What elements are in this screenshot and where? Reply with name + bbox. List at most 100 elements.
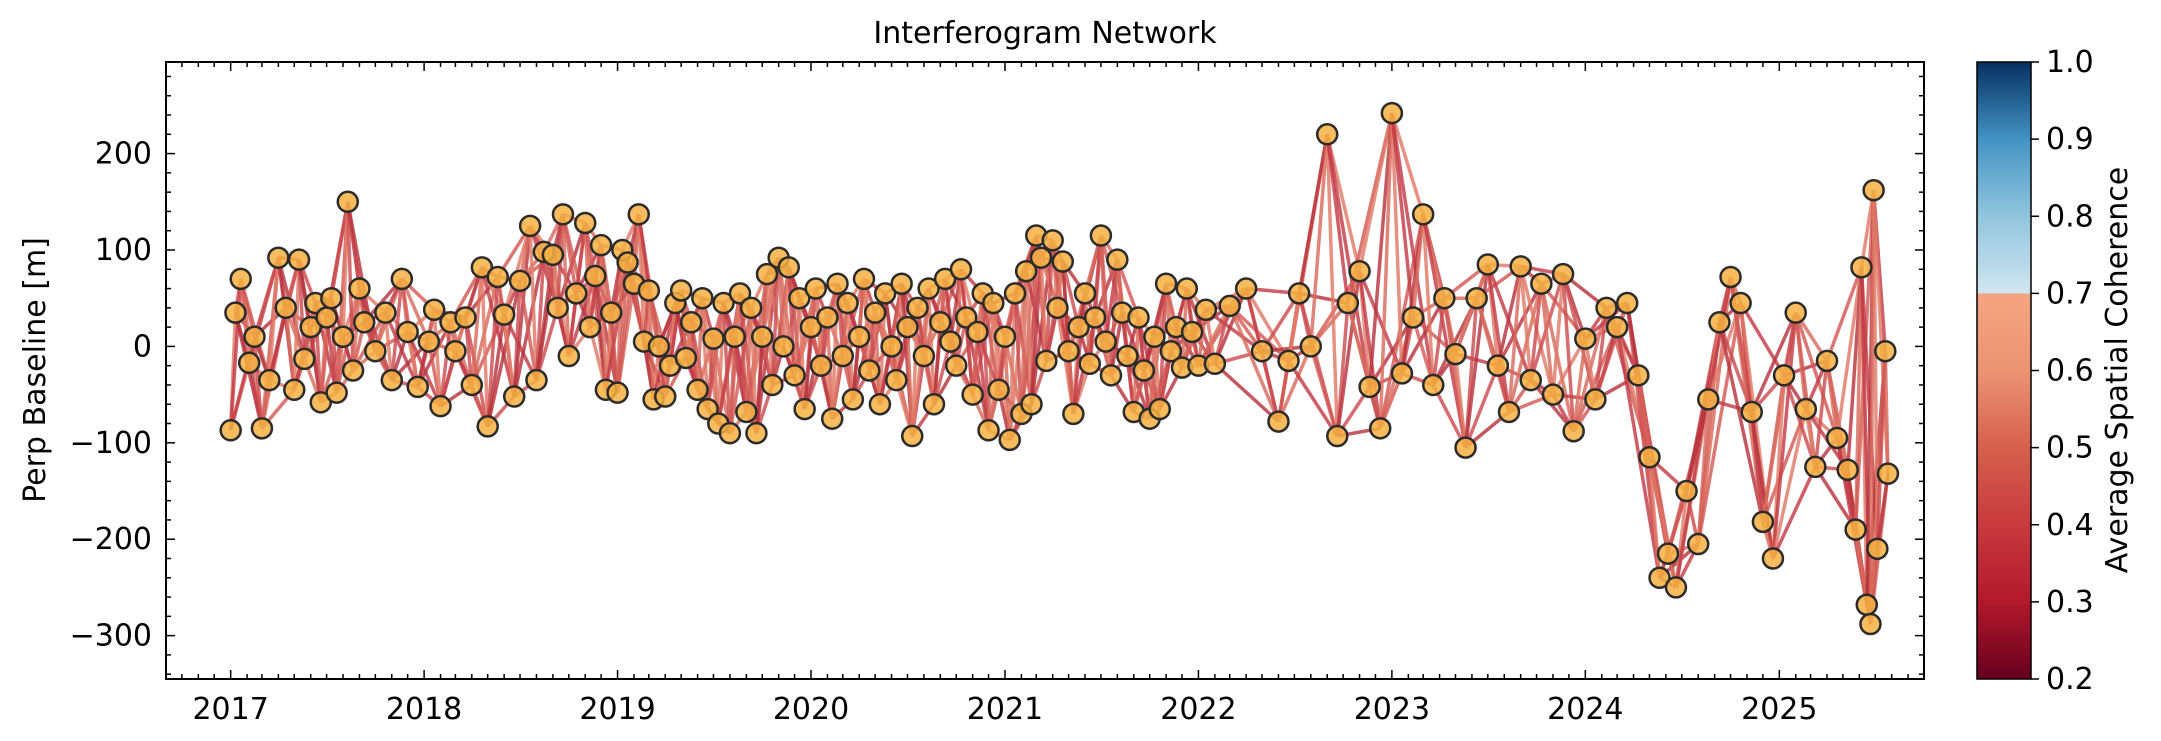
acquisition-point — [348, 277, 371, 300]
acquisition-point — [637, 279, 661, 302]
acquisition-point — [237, 351, 261, 375]
interferogram-edge — [292, 259, 301, 390]
interferogram-edge — [1717, 321, 1765, 523]
acquisition-point — [564, 282, 588, 305]
acquisition-point — [1035, 349, 1058, 373]
interferogram-edge — [438, 322, 453, 407]
acquisition-point — [944, 354, 968, 377]
acquisition-point — [1358, 375, 1381, 399]
acquisition-point — [816, 306, 839, 329]
interferogram-edge — [1411, 316, 1435, 386]
acquisition-point — [1444, 342, 1467, 366]
interferogram-edge — [470, 313, 506, 386]
acquisition-point — [1390, 362, 1414, 385]
acquisition-point — [315, 306, 338, 329]
acquisition-point — [712, 291, 735, 315]
x-tick-label: 2019 — [579, 692, 655, 727]
interferogram-edge — [1496, 282, 1543, 367]
acquisition-point — [341, 359, 365, 382]
acquisition-point — [1486, 354, 1510, 377]
acquisition-point — [863, 301, 887, 324]
interferogram-edge — [561, 214, 571, 357]
acquisition-point — [804, 277, 828, 300]
acquisition-point — [1615, 291, 1639, 315]
acquisition-point — [885, 368, 908, 392]
acquisition-point — [525, 368, 548, 392]
acquisition-point — [1476, 253, 1500, 276]
acquisition-point — [1866, 537, 1889, 561]
interferogram-edge — [485, 280, 522, 427]
acquisition-point — [977, 419, 1000, 442]
interferogram-edge — [1615, 326, 1662, 579]
acquisition-point — [949, 258, 973, 281]
acquisition-point — [1250, 339, 1274, 363]
acquisition-point — [1697, 388, 1720, 411]
interferogram-edge — [1761, 408, 1808, 523]
acquisition-point — [1078, 352, 1102, 376]
acquisition-point — [352, 311, 376, 334]
acquisition-point — [1067, 315, 1090, 339]
interferogram-edge — [1367, 112, 1394, 388]
interferogram-edge — [1213, 362, 1280, 423]
interferogram-edge — [1297, 134, 1329, 294]
interferogram-edge — [512, 225, 532, 397]
x-tick-label: 2025 — [1741, 692, 1817, 727]
acquisition-point — [589, 233, 613, 257]
acquisition-point — [1454, 436, 1477, 459]
acquisition-point — [578, 315, 602, 339]
interferogram-edge — [1357, 112, 1394, 272]
interferogram-edge — [1276, 345, 1313, 423]
acquisition-point — [955, 306, 978, 329]
acquisition-point — [476, 415, 499, 438]
acquisition-point — [1277, 349, 1300, 373]
colorbar-label: Average Spatial Coherence — [2100, 167, 2135, 573]
interferogram-edge — [1507, 266, 1523, 413]
acquisition-point — [1850, 256, 1873, 279]
acquisition-point — [718, 421, 742, 445]
acquisition-point — [267, 246, 290, 269]
acquisition-point — [788, 286, 811, 310]
interferogram-edge — [1696, 302, 1743, 545]
acquisition-point — [599, 301, 623, 324]
acquisition-point — [492, 303, 516, 326]
acquisition-point — [961, 383, 984, 406]
acquisition-point — [616, 251, 639, 274]
acquisition-point — [1380, 101, 1404, 125]
acquisition-point — [1411, 203, 1435, 226]
acquisition-point — [1794, 397, 1818, 421]
interferogram-edge — [1859, 189, 1876, 268]
colorbar-tick-label: 0.9 — [2046, 122, 2094, 157]
acquisition-point — [1465, 286, 1488, 310]
interferogram-edge — [1309, 134, 1329, 347]
acquisition-point — [1287, 282, 1311, 305]
interferogram-edge — [1875, 351, 1888, 549]
acquisition-point — [336, 190, 360, 214]
acquisition-point — [1116, 344, 1139, 368]
acquisition-point — [573, 211, 597, 235]
acquisition-point — [1020, 392, 1043, 416]
acquisition-point — [761, 373, 784, 397]
acquisition-point — [772, 335, 795, 358]
plot-frame — [165, 61, 1925, 680]
acquisition-point — [250, 417, 274, 440]
acquisition-point — [1772, 364, 1796, 387]
acquisition-point — [1180, 320, 1204, 344]
acquisition-point — [1348, 259, 1371, 283]
acquisition-point — [783, 364, 806, 387]
acquisition-point — [982, 291, 1005, 315]
acquisition-point — [1315, 123, 1339, 146]
acquisition-point — [939, 330, 962, 353]
interferogram-edge — [1813, 465, 1858, 531]
interferogram-edge — [1739, 302, 1786, 377]
interferogram-edge — [1204, 308, 1264, 353]
x-axis: 2017 2018 2019 2020 2021 2022 2023 2024 2025 — [165, 62, 1925, 727]
acquisition-point — [1132, 359, 1156, 382]
acquisition-point — [1876, 462, 1900, 485]
acquisition-point — [647, 335, 671, 358]
acquisition-point — [390, 267, 414, 291]
y-tick-label: 100 — [95, 233, 152, 268]
acquisition-point — [320, 286, 343, 310]
interferogram-edge — [770, 257, 781, 386]
acquisition-point — [873, 282, 897, 305]
